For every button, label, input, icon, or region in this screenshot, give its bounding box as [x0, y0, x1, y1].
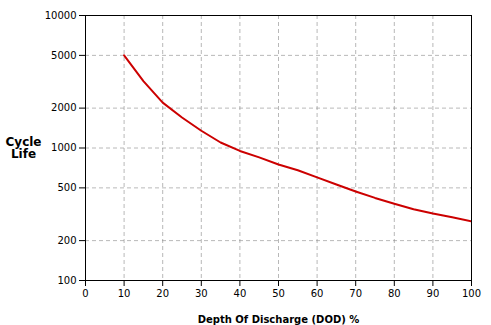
svg-text:5000: 5000 [51, 50, 76, 61]
svg-text:CycleLife: CycleLife [6, 135, 42, 161]
svg-text:70: 70 [349, 288, 362, 299]
svg-text:10000: 10000 [45, 10, 77, 21]
svg-text:20: 20 [156, 288, 169, 299]
svg-text:0: 0 [82, 288, 88, 299]
svg-text:50: 50 [272, 288, 285, 299]
svg-text:30: 30 [195, 288, 208, 299]
svg-text:80: 80 [388, 288, 401, 299]
svg-text:90: 90 [427, 288, 440, 299]
svg-text:100: 100 [462, 288, 481, 299]
svg-text:500: 500 [57, 182, 76, 193]
svg-text:100: 100 [57, 275, 76, 286]
svg-text:10: 10 [118, 288, 131, 299]
svg-text:2000: 2000 [51, 102, 76, 113]
svg-text:200: 200 [57, 235, 76, 246]
svg-text:Depth Of Discharge (DOD) %: Depth Of Discharge (DOD) % [198, 314, 360, 325]
svg-text:40: 40 [234, 288, 247, 299]
svg-text:60: 60 [311, 288, 324, 299]
svg-text:1000: 1000 [51, 142, 76, 153]
